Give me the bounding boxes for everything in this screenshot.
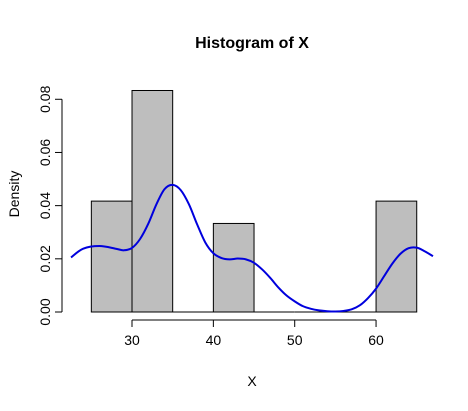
density-curve-group <box>70 183 434 313</box>
x-axis: 30 40 50 60 <box>124 319 384 348</box>
x-tick-label-50: 50 <box>287 332 303 348</box>
density-curve <box>70 183 434 313</box>
x-axis-label: X <box>247 373 257 389</box>
y-axis-label: Density <box>6 171 22 218</box>
histogram-bar-40-45 <box>212 222 255 313</box>
y-axis: 0.00 0.02 0.04 0.06 0.08 <box>37 85 63 326</box>
histogram-bar-30-35 <box>131 89 174 313</box>
y-tick-label-1: 0.02 <box>37 245 53 272</box>
chart-title: Histogram of X <box>195 35 309 52</box>
histogram-bar-25-30 <box>90 200 133 313</box>
y-tick-label-0: 0.00 <box>37 298 53 325</box>
y-tick-label-2: 0.04 <box>37 192 53 219</box>
x-tick-label-40: 40 <box>206 332 222 348</box>
y-tick-label-4: 0.08 <box>37 85 53 112</box>
histogram-bars <box>90 89 418 313</box>
y-tick-label-3: 0.06 <box>37 139 53 166</box>
histogram-bar-60-65 <box>375 200 418 313</box>
x-tick-label-60: 60 <box>368 332 384 348</box>
x-tick-label-30: 30 <box>124 332 140 348</box>
